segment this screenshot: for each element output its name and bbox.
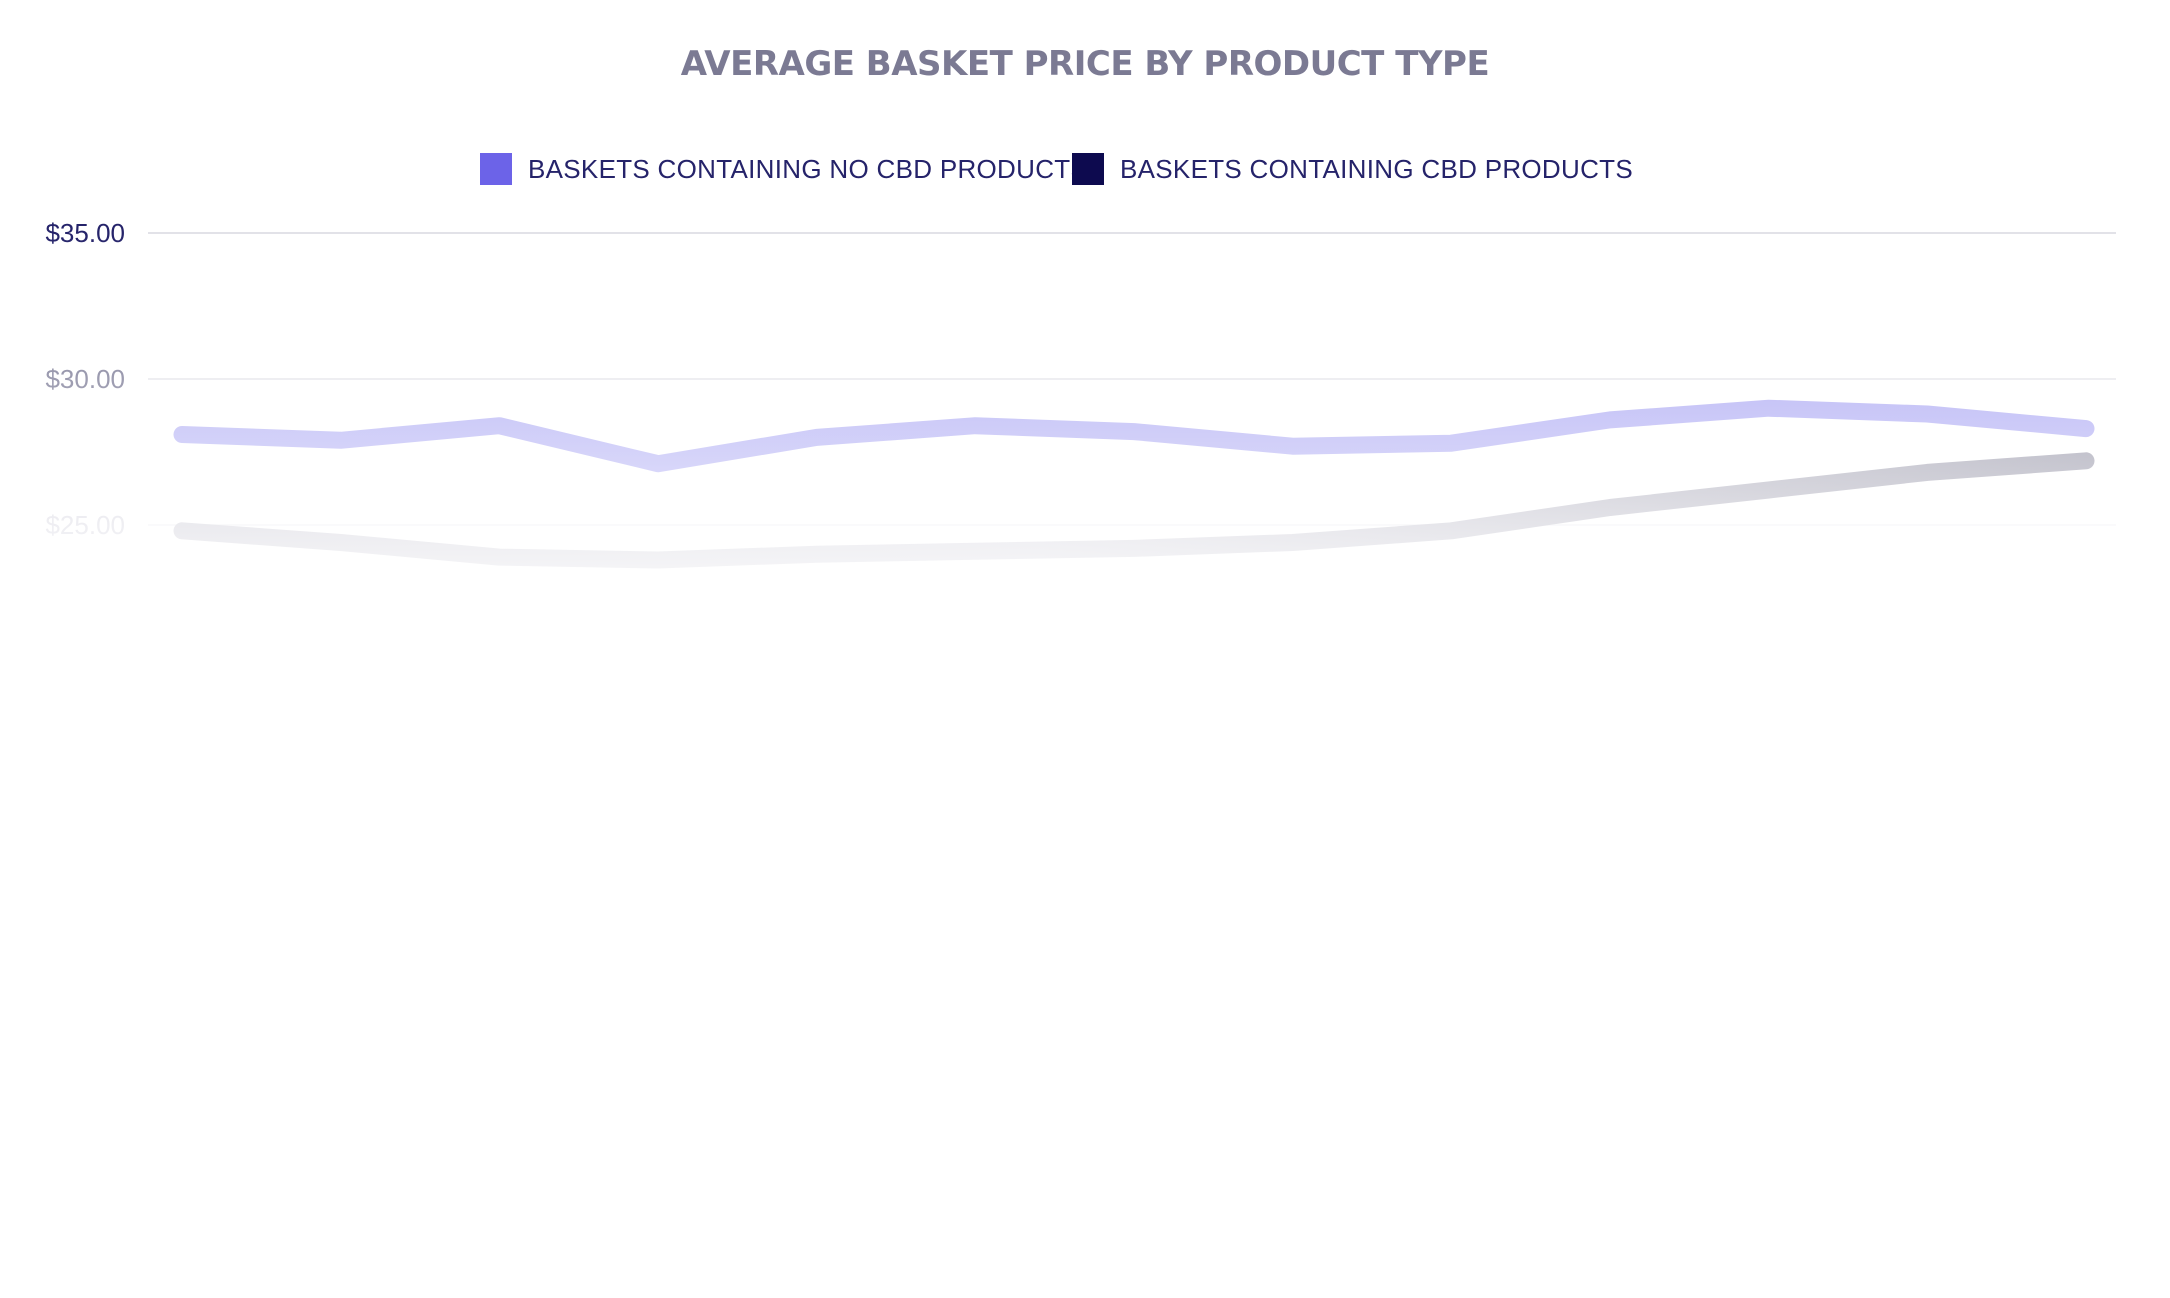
legend-item-cbd[interactable]: BASKETS CONTAINING CBD PRODUCTS <box>1072 149 1633 189</box>
fade-overlay <box>0 233 2170 1298</box>
legend-label-cbd: BASKETS CONTAINING CBD PRODUCTS <box>1120 153 1633 184</box>
legend-item-no-cbd[interactable]: BASKETS CONTAINING NO CBD PRODUCTS <box>480 149 1088 189</box>
legend-swatch-no-cbd <box>480 153 512 185</box>
legend-swatch-cbd <box>1072 153 1104 185</box>
chart-title: AVERAGE BASKET PRICE BY PRODUCT TYPE <box>680 44 1490 84</box>
legend-label-no-cbd: BASKETS CONTAINING NO CBD PRODUCTS <box>528 153 1089 184</box>
legend: BASKETS CONTAINING NO CBD PRODUCTS BASKE… <box>0 149 2170 189</box>
